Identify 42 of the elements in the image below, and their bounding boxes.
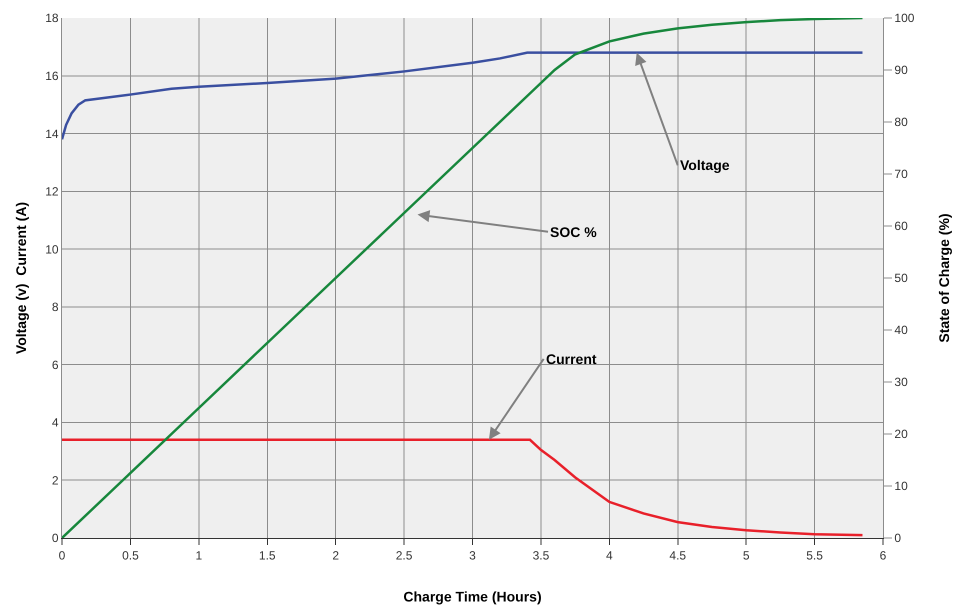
x-axis-title: Charge Time (Hours) (403, 588, 542, 605)
x-tick-label: 3 (469, 548, 476, 562)
line-series (62, 438, 864, 536)
y2-tick-label: 10 (894, 479, 908, 494)
y2-tick-label: 20 (894, 427, 908, 442)
y-tick-label: 12 (45, 184, 59, 199)
y2-tick-label: 30 (894, 375, 908, 390)
y2-tick-label: 50 (894, 271, 908, 286)
y2-tick-label: 40 (894, 323, 908, 338)
x-tick-label: 2 (332, 548, 340, 562)
x-tick-label: 6 (880, 548, 887, 562)
y2-tick-label: 100 (894, 11, 915, 26)
x-tick-label: 5.5 (806, 548, 824, 562)
x-tick-label: 5 (742, 548, 750, 562)
annotation: Current (546, 351, 597, 367)
y-tick-label: 18 (45, 11, 59, 26)
y-tick-label: 16 (45, 68, 59, 83)
y2-tick-label: 90 (894, 63, 908, 78)
y2-tick-label: 70 (894, 167, 908, 182)
y2-tick-label: 80 (894, 115, 908, 130)
x-tick-label: 4.5 (669, 548, 686, 562)
annotation: Voltage (680, 157, 730, 173)
x-tick-label: 0.5 (122, 548, 140, 562)
y-tick-label: 10 (45, 242, 59, 256)
x-tick-label: 1 (195, 548, 202, 562)
x-tick-label: 3.5 (532, 548, 550, 562)
line-series (62, 51, 864, 141)
x-tick-label: 4 (606, 548, 613, 562)
y2-axis-title: State of Charge (%) (936, 213, 952, 343)
y2-tick-label: 0 (894, 531, 902, 546)
annotation: SOC % (550, 224, 598, 240)
line-series (62, 18, 864, 538)
y-tick-label: 14 (45, 126, 59, 141)
y-tick-label: 0 (52, 531, 59, 546)
y-tick-label: 8 (52, 300, 59, 314)
y-tick-label: 2 (52, 473, 59, 488)
x-tick-label: 2.5 (396, 548, 413, 562)
y-tick-label: 4 (52, 416, 59, 430)
y2-tick-label: 60 (894, 219, 908, 234)
y-axis-title: Voltage (v) Current (A) (12, 202, 29, 354)
y-tick-label: 6 (52, 358, 59, 372)
x-tick-label: 1.5 (258, 548, 276, 562)
